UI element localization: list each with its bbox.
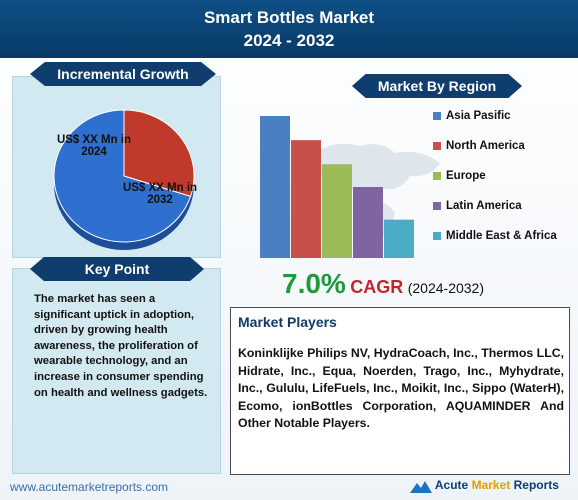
market-players-heading: Market Players (238, 314, 337, 330)
legend-label: North America (446, 140, 525, 152)
pie-slice-2032 (53, 109, 192, 243)
footer-website-link[interactable]: www.acutemarketreports.com (10, 480, 169, 494)
legend-swatch (433, 201, 441, 210)
legend-item-latin-america: Latin America (433, 200, 522, 212)
bar-north-america (291, 140, 321, 258)
legend-item-middle-east-africa: Middle East & Africa (433, 230, 557, 242)
pie-label-2032: US$ XX Mn in 2032 (122, 182, 198, 206)
bar-middle-east-africa (384, 219, 414, 258)
page-subtitle-years: 2024 - 2032 (243, 31, 335, 50)
cagr-years: (2024-2032) (407, 280, 485, 296)
key-point-text: The market has seen a significant uptick… (34, 293, 208, 399)
legend-item-asia-pasific: Asia Pasific (433, 110, 511, 122)
legend-label: Middle East & Africa (446, 230, 557, 242)
cagr-label: CAGR (350, 277, 404, 297)
bar-asia-pasific (260, 116, 290, 258)
market-by-region-heading: Market By Region (352, 74, 522, 98)
incremental-growth-heading: Incremental Growth (30, 62, 216, 86)
brand-logo: Acute Market Reports (410, 478, 559, 493)
legend-swatch (433, 111, 441, 120)
brand-word-acute: Acute (434, 478, 469, 492)
legend-swatch (433, 141, 441, 150)
legend-item-north-america: North America (433, 140, 525, 152)
legend-item-europe: Europe (433, 170, 486, 182)
pie-label-2024: US$ XX Mn in 2024 (56, 134, 132, 158)
brand-word-market: Market (471, 478, 511, 492)
cagr-block: 7.0% CAGR (2024-2032) (282, 268, 484, 300)
legend-label: Asia Pasific (446, 110, 511, 122)
legend-swatch (433, 231, 441, 240)
market-players-text: Koninklijke Philips NV, HydraCoach, Inc.… (238, 346, 564, 431)
brand-word-reports: Reports (513, 478, 559, 492)
bar-latin-america (353, 187, 383, 258)
mountain-logo-icon (410, 480, 432, 493)
pie-slice-2024 (123, 109, 195, 198)
legend-label: Latin America (446, 200, 522, 212)
key-point-panel (12, 268, 221, 474)
legend-label: Europe (446, 170, 486, 182)
page-title: Smart Bottles Market (203, 8, 375, 27)
legend-swatch (433, 171, 441, 180)
market-players-panel (230, 307, 570, 475)
header-banner: Smart Bottles Market 2024 - 2032 (0, 0, 578, 58)
bar-europe (322, 164, 352, 258)
cagr-value: 7.0% (282, 268, 346, 299)
key-point-heading: Key Point (30, 257, 204, 281)
